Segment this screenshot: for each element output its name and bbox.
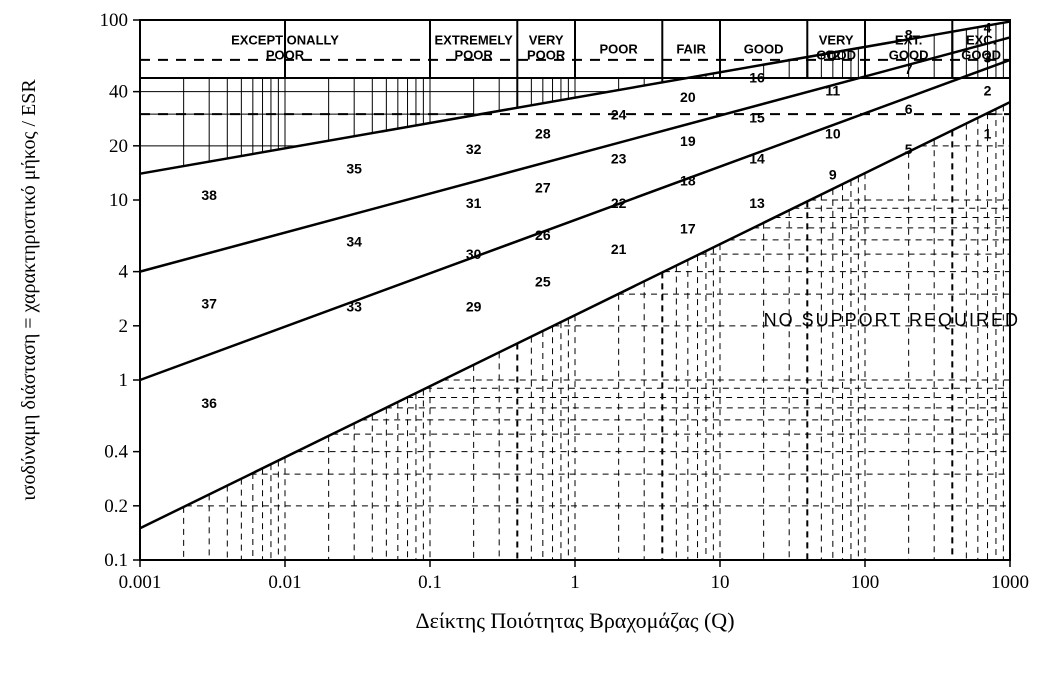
y-tick-label: 4: [119, 262, 129, 283]
y-axis-title: ισοδύναμη διάσταση = χαρακτηριστικό μήκο…: [18, 79, 40, 501]
region-number: 38: [201, 187, 217, 203]
x-tick-label: 1: [570, 572, 580, 593]
region-number: 4: [984, 20, 992, 36]
region-number: 3: [984, 50, 992, 66]
region-number: 19: [680, 133, 696, 149]
y-tick-label: 0.1: [104, 550, 128, 571]
y-tick-label: 100: [100, 10, 129, 31]
category-label: POOR: [600, 42, 639, 57]
category-label: GOOD: [744, 42, 784, 57]
region-number: 7: [905, 61, 913, 77]
region-number: 36: [201, 395, 217, 411]
region-number: 14: [749, 150, 765, 166]
region-number: 13: [749, 195, 765, 211]
svg-text:EXCEPTIONALLY: EXCEPTIONALLY: [231, 32, 339, 47]
region-number: 31: [466, 195, 482, 211]
region-number: 15: [749, 109, 765, 125]
region-number: 11: [825, 83, 840, 99]
no-support-label: NO SUPPORT REQUIRED: [764, 310, 1020, 330]
region-number: 9: [829, 166, 837, 182]
region-number: 8: [905, 26, 913, 42]
svg-text:EXTREMELY: EXTREMELY: [435, 32, 514, 47]
region-number: 30: [466, 246, 482, 262]
x-tick-label: 0.01: [268, 572, 301, 593]
svg-text:POOR: POOR: [455, 47, 494, 62]
region-number: 20: [680, 89, 696, 105]
y-tick-label: 1: [119, 370, 129, 391]
y-tick-label: 0.2: [104, 496, 128, 517]
y-tick-label: 0.4: [104, 442, 128, 463]
region-number: 29: [466, 299, 482, 315]
svg-text:POOR: POOR: [527, 47, 566, 62]
region-number: 25: [535, 274, 551, 290]
region-number: 12: [825, 47, 841, 63]
x-tick-label: 10: [711, 572, 730, 593]
region-number: 18: [680, 173, 696, 189]
q-system-chart: EXCEPTIONALLYPOOREXTREMELYPOORVERYPOORPO…: [0, 0, 1048, 684]
region-number: 17: [680, 221, 696, 237]
region-number: 32: [466, 141, 482, 157]
region-number: 34: [346, 234, 362, 250]
region-number: 24: [611, 107, 627, 123]
category-label: FAIR: [676, 42, 706, 57]
x-tick-label: 100: [851, 572, 880, 593]
region-number: 26: [535, 227, 551, 243]
region-number: 22: [611, 195, 627, 211]
region-number: 2: [984, 83, 992, 99]
svg-text:POOR: POOR: [266, 47, 305, 62]
y-tick-label: 40: [109, 82, 128, 103]
region-number: 10: [825, 125, 841, 141]
region-number: 33: [346, 299, 362, 315]
region-number: 28: [535, 125, 551, 141]
x-tick-label: 0.001: [119, 572, 162, 593]
region-number: 37: [201, 295, 217, 311]
svg-text:VERY: VERY: [819, 32, 854, 47]
x-axis-title: Δείκτης Ποιότητας Βραχομάζας (Q): [415, 608, 734, 633]
region-number: 35: [346, 161, 362, 177]
svg-text:VERY: VERY: [529, 32, 564, 47]
region-number: 6: [905, 101, 913, 117]
region-number: 1: [984, 125, 992, 141]
y-tick-label: 10: [109, 190, 128, 211]
region-number: 21: [611, 241, 627, 257]
x-tick-label: 0.1: [418, 572, 442, 593]
x-tick-label: 1000: [991, 572, 1029, 593]
region-number: 5: [905, 141, 913, 157]
region-number: 27: [535, 180, 551, 196]
region-number: 23: [611, 150, 627, 166]
y-tick-label: 20: [109, 136, 128, 157]
y-tick-label: 2: [119, 316, 129, 337]
